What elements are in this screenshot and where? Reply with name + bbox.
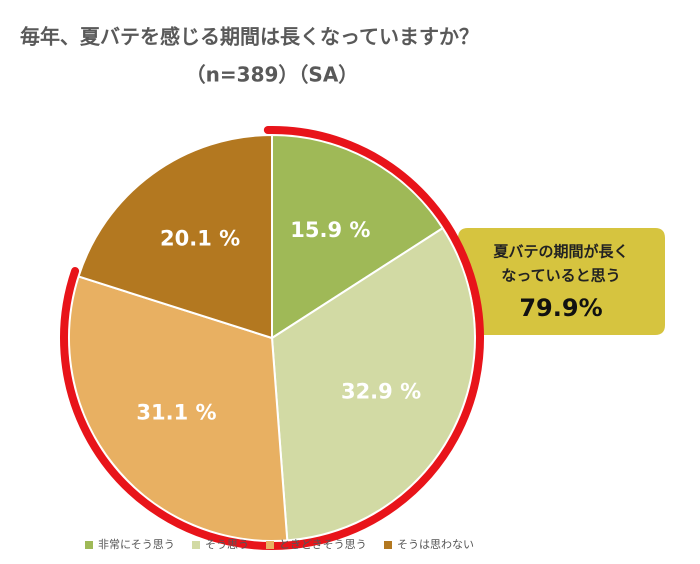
chart-title: 毎年、夏バテを感じる期間は長くなっていますか？	[20, 25, 479, 49]
legend-swatch	[266, 541, 274, 549]
slice-label: 32.9 %	[341, 379, 421, 403]
pie-slice	[68, 275, 289, 542]
legend-swatch	[192, 541, 200, 549]
legend-label: そうは思わない	[397, 538, 474, 551]
slice-label: 20.1 %	[160, 227, 240, 251]
callout-text: なっていると思う	[501, 267, 620, 285]
legend-label: ときどきそう思う	[279, 538, 367, 551]
legend-label: そう思う	[205, 538, 249, 551]
callout-box	[446, 228, 665, 335]
chart-subtitle: （n=389）（SA）	[186, 63, 359, 87]
callout-value: 79.9%	[519, 294, 602, 322]
legend-swatch	[85, 541, 93, 549]
slice-label: 15.9 %	[290, 218, 370, 242]
pie-slice	[77, 133, 273, 340]
pie-slice	[271, 133, 445, 340]
highlight-arc	[60, 126, 484, 550]
callout: 夏バテの期間が長く なっていると思う 79.9%	[446, 228, 665, 335]
slice-label: 31.1 %	[136, 401, 216, 425]
legend-label: 非常にそう思う	[98, 538, 175, 551]
callout-text: 夏バテの期間が長く	[492, 243, 628, 261]
pie-slice	[270, 226, 476, 542]
legend-swatch	[384, 541, 392, 549]
